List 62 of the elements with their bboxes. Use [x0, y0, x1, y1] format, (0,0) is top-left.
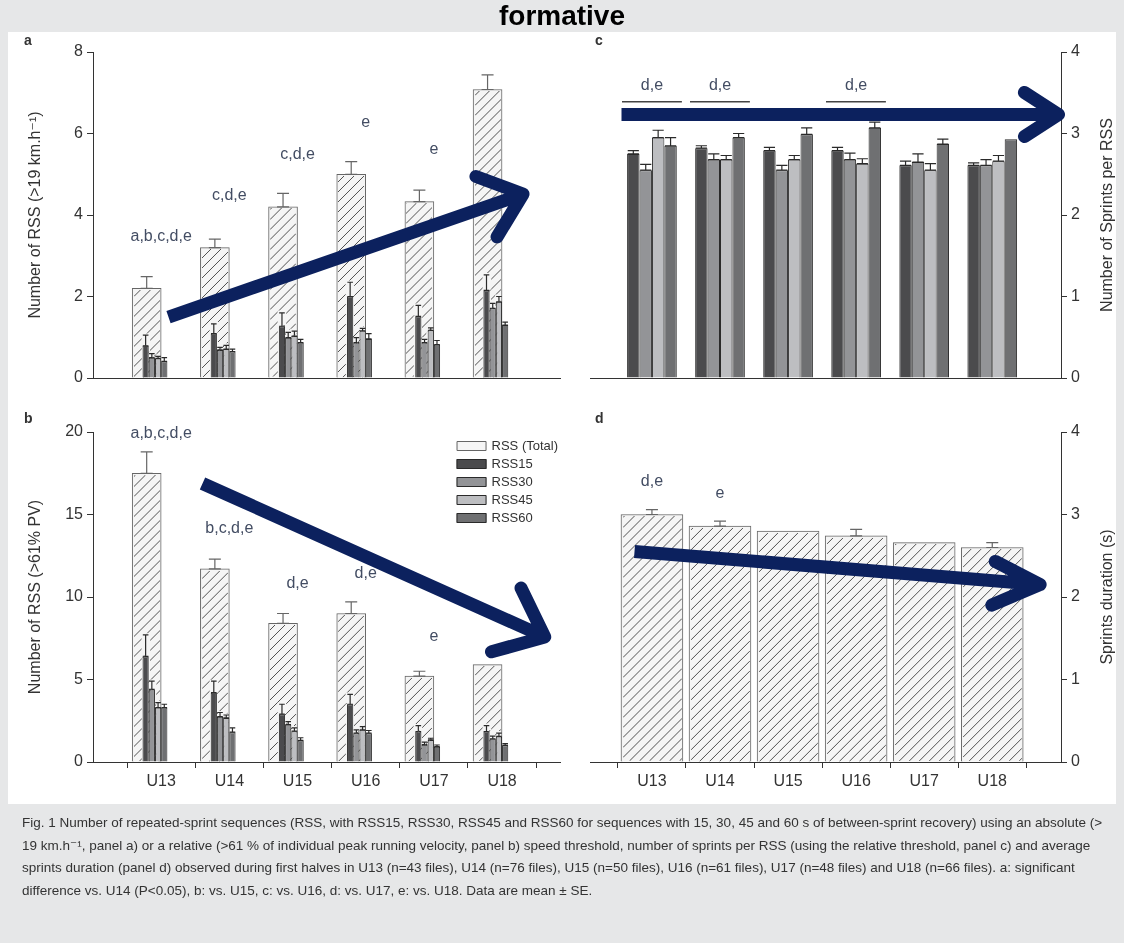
y-tick-label: 6	[74, 123, 84, 141]
x-tick-label: U14	[214, 772, 245, 790]
x-tick-label: U13	[146, 772, 176, 790]
annotation: d,e	[640, 76, 664, 94]
x-tick-label: U15	[282, 772, 313, 790]
y-tick-label: 15	[65, 504, 84, 522]
y-tick-label: 8	[74, 42, 84, 60]
y-tick-label: 10	[65, 587, 84, 605]
y-tick-label: 2	[74, 286, 84, 304]
annotation: b,c,d,e	[205, 519, 254, 537]
x-tick-label: U15	[773, 772, 803, 790]
y-tick-label: 4	[74, 205, 84, 223]
y-tick-label: 20	[65, 422, 84, 440]
y2-tick-label: 4	[1071, 422, 1080, 440]
chart-title: c	[595, 31, 603, 48]
y2-tick-label: 0	[1071, 752, 1080, 770]
annotation: e	[429, 139, 439, 157]
legend-label: RSS60	[491, 509, 533, 525]
legend-label: RSS15	[491, 455, 533, 471]
legend-label: RSS (Total)	[491, 437, 559, 453]
caption: Fig. 1 Number of repeated-sprint sequences (RSS, with RSS15, RSS30, RSS45 and RSS60 for sequences with 15, 30, 45 and 60 s of between-sprint recovery) using an absolute (> 19 km.h⁻¹, panel a) or a relative (>61 % of individual peak running velocity, panel b) speed threshold, number of sprints per RSS (using the relative threshold, panel c) and average sprints duration (panel d) observed during first halves in U13 (n=43 files), U14 (n=76 files), U15 (n=50 files), U16 (n=61 files), U17 (n=48 files) and U18 (n=66 files). a: significant difference vs. U14 (P<0.05), b: vs. U15, c: vs. U16, d: vs. U17, e: vs. U18. Data are mean ± SE.	[22, 814, 1104, 900]
legend-label: RSS45	[491, 491, 533, 507]
y-axis-title: Number of RSS (>19 km.h⁻¹)	[26, 111, 44, 319]
annotation: c,d,e	[280, 145, 315, 163]
annotation: d,e	[286, 573, 309, 591]
chart-title: a	[24, 31, 32, 48]
y-tick-label: 0	[74, 368, 84, 386]
annotation: e	[361, 112, 371, 130]
y2-tick-label: 1	[1071, 286, 1080, 304]
y2-tick-label: 0	[1071, 368, 1080, 386]
y2-axis-title: Number of Sprints per RSS	[1098, 118, 1116, 312]
y2-axis-title: Sprints duration (s)	[1098, 529, 1116, 665]
legend-label: RSS30	[491, 473, 533, 489]
annotation: e	[429, 626, 439, 644]
annotation: a,b,c,d,e	[130, 423, 192, 441]
y-tick-label: 0	[74, 752, 84, 770]
annotation: d,e	[708, 76, 732, 94]
x-tick-label: U14	[705, 772, 735, 790]
chart-title: b	[24, 409, 33, 426]
annotation: e	[715, 483, 725, 501]
annotation: d,e	[354, 563, 377, 581]
x-tick-label: U17	[909, 772, 939, 790]
annotation: d,e	[845, 76, 868, 94]
x-tick-label: U18	[977, 772, 1008, 790]
chart-title: d	[595, 409, 604, 426]
x-tick-label: U16	[841, 772, 871, 790]
y-tick-label: 5	[74, 669, 84, 687]
annotation: a,b,c,d,e	[130, 226, 192, 244]
y2-tick-label: 2	[1071, 587, 1080, 605]
y2-tick-label: 3	[1071, 504, 1080, 522]
y2-tick-label: 3	[1071, 123, 1080, 141]
x-tick-label: U16	[351, 772, 381, 790]
y-axis-title: Number of RSS (>61% PV)	[26, 499, 44, 695]
y2-tick-label: 4	[1071, 42, 1080, 60]
x-tick-label: U13	[637, 772, 667, 790]
annotation: c,d,e	[212, 186, 247, 204]
text: formative	[497, 0, 626, 32]
x-tick-label: U17	[419, 772, 449, 790]
y2-tick-label: 1	[1071, 669, 1080, 687]
y2-tick-label: 2	[1071, 205, 1080, 223]
x-tick-label: U18	[487, 772, 517, 790]
annotation: d,e	[640, 471, 664, 489]
